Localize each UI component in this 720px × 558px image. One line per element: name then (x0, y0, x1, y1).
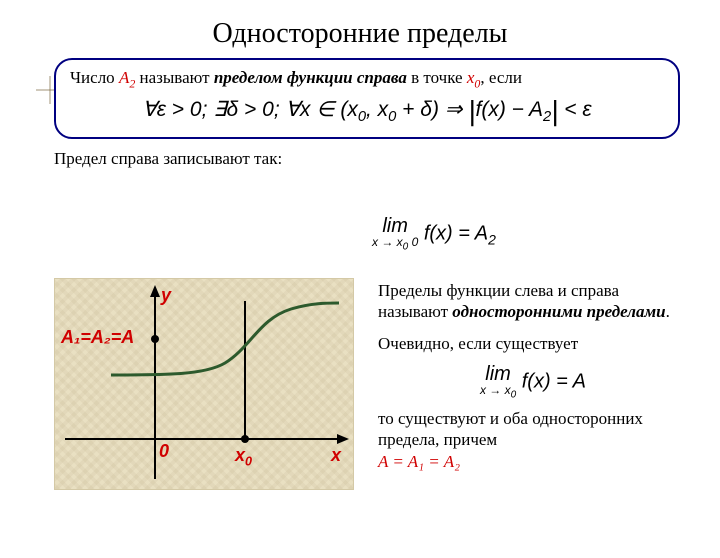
ed-in: ∈ ( (310, 98, 347, 121)
limit-general-expr: lim x → x0 f(x) = A (378, 364, 688, 400)
lim-sub: x → x0 0 (372, 236, 418, 252)
point-on-yaxis (151, 335, 159, 343)
ed-forall: ∀ (142, 98, 156, 121)
ed-cl: ) ⇒ (432, 98, 468, 121)
limit-right-expr: lim x → x0 0 f(x) = A2 (372, 216, 496, 252)
function-curve (111, 303, 339, 375)
lim-A: A (475, 222, 488, 244)
origin-label: 0 (159, 441, 169, 462)
notation-intro: Предел справа записывают так: (54, 149, 720, 169)
ed-fxv: f(x) (476, 98, 506, 121)
para-onesided: Пределы функции слева и справа называют … (378, 280, 688, 323)
graph-svg (55, 279, 353, 489)
para-conclusion: то существуют и оба односторонних предел… (378, 408, 688, 472)
ed-a2s: 2 (543, 110, 551, 126)
eps-delta-formula: ∀ε > 0; ∃δ > 0; ∀x ∈ (x0, x0 + δ) ⇒ |f(x… (70, 95, 664, 127)
y-label: у (161, 285, 171, 306)
ed-a2: A (529, 98, 543, 121)
ed-ao: | (468, 95, 475, 126)
ed-eps: ε (157, 98, 166, 121)
point-at-x0 (241, 435, 249, 443)
def-term: пределом функции справа (214, 68, 407, 87)
right-column: Пределы функции слева и справа называют … (378, 280, 688, 482)
definition-box: Число А 2 называют пределом функции справ… (54, 58, 680, 139)
def-mid2: в точке (407, 68, 467, 87)
def-mid1: называют (135, 68, 214, 87)
lim-As: 2 (488, 231, 496, 247)
ed-fx: ∀ (285, 98, 299, 121)
ed-g2: > 0; (238, 98, 285, 121)
ed-x0s: 0 (358, 110, 366, 126)
y-axis-arrow-icon (150, 285, 160, 297)
x0-label: х0 (235, 445, 252, 469)
ed-x0b: x (378, 98, 389, 121)
ed-c: , (366, 98, 378, 121)
ed-lt: < (558, 98, 582, 121)
ed-pd: + δ (396, 98, 432, 121)
definition-text: Число А2 называют пределом функции справ… (70, 68, 664, 91)
graph-panel: у х 0 х0 А₁=А₂=А (54, 278, 354, 490)
ed-m: − (506, 98, 529, 121)
x-axis-arrow-icon (337, 434, 349, 444)
x-label: х (331, 445, 341, 466)
ed-x0: x (347, 98, 358, 121)
ed-delta: δ (227, 98, 239, 121)
page-title: Односторонние пределы (0, 18, 720, 50)
ed-exists: ∃ (213, 98, 226, 121)
lim-fx: f(x) = (424, 222, 475, 244)
def-suffix: , если (480, 68, 522, 87)
lim-block: lim x → x0 0 (372, 216, 418, 252)
para-obvious: Очевидно, если существует (378, 333, 688, 354)
ed-x: x (300, 98, 311, 121)
ed-e2: ε (582, 98, 591, 121)
def-prefix: Число (70, 68, 119, 87)
def-A2: А (119, 68, 129, 87)
ed-g1: > 0; (166, 98, 213, 121)
lim-word: lim (382, 215, 408, 237)
A-label: А₁=А₂=А (61, 327, 134, 348)
